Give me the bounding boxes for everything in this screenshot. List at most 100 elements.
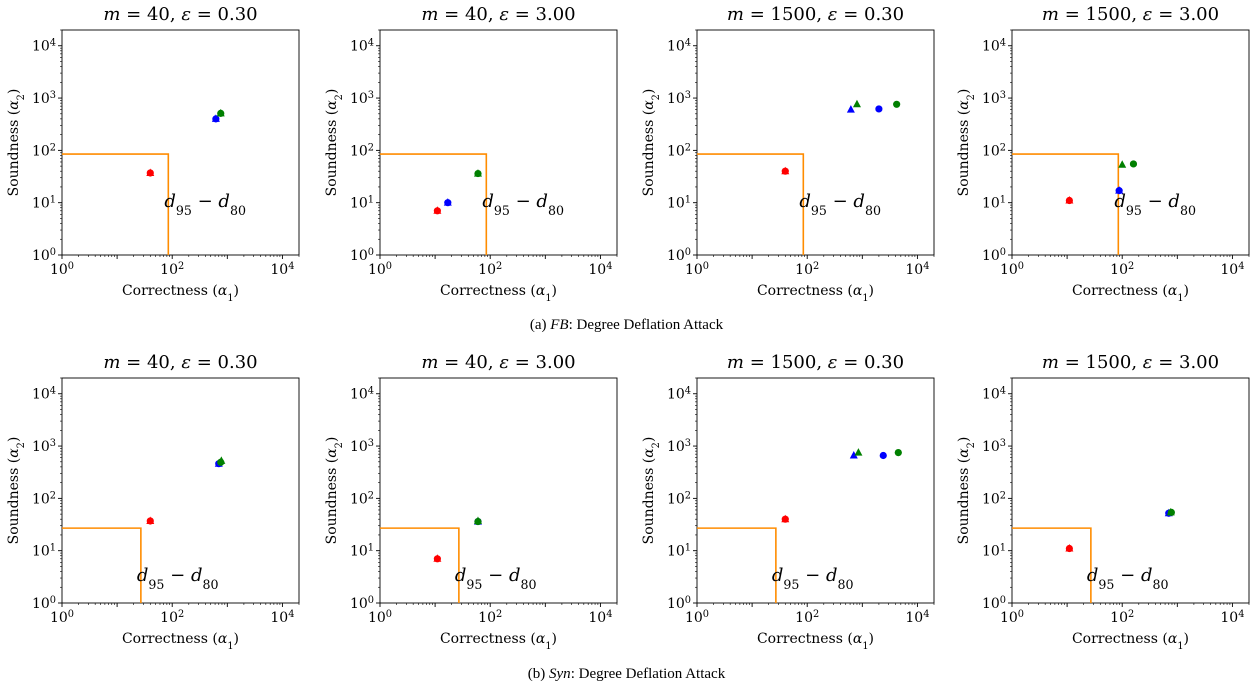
chart-title: m = 1500, ε = 3.00	[1042, 352, 1219, 373]
chart-panel-1: m = 40, ε = 0.30 100 102 104 100 101 102 103 104…	[6, 4, 300, 304]
threshold-label: d95 − d80	[455, 565, 537, 592]
caption-b-suffix: : Degree Deflation Attack	[570, 666, 726, 682]
y-tick-label: 101	[32, 194, 56, 212]
x-tick-label: 102	[160, 609, 184, 627]
y-axis-label: Soundness (α2)	[6, 437, 27, 545]
y-tick-label: 103	[350, 438, 374, 456]
x-tick-label: 104	[1220, 261, 1244, 279]
x-axis-label: Correctness (α1)	[1072, 631, 1189, 652]
plot-frame	[1011, 29, 1250, 256]
y-axis-label: Soundness (α2)	[956, 437, 977, 545]
y-tick-label: 103	[32, 90, 56, 108]
caption-b-prefix: (b)	[527, 666, 550, 682]
chart-panel-2: m = 40, ε = 3.00 100 102 104 100 101 102 103 104…	[324, 4, 618, 304]
caption-row-a: (a) FB: Degree Deflation Attack	[0, 317, 1253, 334]
y-tick-label: 100	[982, 247, 1006, 265]
chart-panel-4: m = 1500, ε = 3.00 100 102 104 100 101 102 103 1…	[956, 4, 1250, 304]
y-tick-label: 102	[32, 490, 56, 508]
data-point-circle	[433, 555, 441, 563]
y-tick-label: 102	[350, 142, 374, 160]
y-tick-label: 103	[32, 438, 56, 456]
x-tick-label: 102	[478, 261, 502, 279]
y-tick-label: 104	[982, 37, 1006, 55]
chart-title: m = 40, ε = 3.00	[421, 352, 575, 373]
chart-panel-8: m = 1500, ε = 3.00 100 102 104 100 101 102 103 1…	[956, 352, 1250, 652]
x-tick-label: 102	[160, 261, 184, 279]
y-tick-label: 101	[667, 194, 691, 212]
threshold-label: d95 − d80	[799, 191, 881, 218]
x-tick-label: 100	[50, 609, 74, 627]
data-point-triangle	[1118, 160, 1127, 168]
x-axis-label: Correctness (α1)	[1072, 283, 1189, 304]
data-point-triangle	[852, 99, 861, 108]
data-point-triangle	[854, 448, 863, 456]
data-point-circle	[894, 448, 902, 457]
y-axis-label: Soundness (α2)	[6, 89, 27, 197]
y-axis-label: Soundness (α2)	[641, 89, 662, 197]
y-tick-label: 104	[667, 385, 691, 403]
y-tick-label: 103	[667, 90, 691, 108]
chart-panel-7: m = 1500, ε = 0.30 100 102 104 100 101 102 103 1…	[641, 352, 935, 652]
chart-panel-5: m = 40, ε = 0.30 100 102 104 100 101 102 103 104…	[6, 352, 300, 652]
caption-a-suffix: : Degree Deflation Attack	[568, 317, 724, 333]
data-point-circle	[474, 169, 482, 178]
y-tick-label: 104	[667, 37, 691, 55]
x-axis-label: Correctness (α1)	[440, 283, 557, 304]
plot-frame	[61, 377, 300, 604]
threshold-line	[62, 153, 170, 255]
data-point-circle	[146, 169, 154, 177]
y-tick-label: 101	[32, 542, 56, 560]
x-axis-label: Correctness (α1)	[122, 283, 239, 304]
threshold-label: d95 − d80	[164, 191, 246, 218]
x-tick-label: 102	[795, 261, 819, 279]
y-tick-label: 100	[32, 595, 56, 613]
data-point-circle	[875, 105, 883, 113]
data-point-triangle	[846, 105, 855, 113]
x-tick-label: 100	[685, 261, 709, 279]
plot-frame	[379, 377, 618, 604]
threshold-label: d95 − d80	[137, 565, 219, 592]
y-tick-label: 101	[350, 542, 374, 560]
data-point-circle	[146, 517, 154, 525]
x-tick-label: 104	[270, 609, 294, 627]
x-tick-label: 100	[685, 609, 709, 627]
x-tick-label: 104	[905, 261, 929, 279]
x-axis-label: Correctness (α1)	[757, 631, 874, 652]
x-tick-label: 100	[368, 609, 392, 627]
chart-title: m = 40, ε = 0.30	[103, 4, 257, 25]
data-point-circle	[1167, 508, 1175, 516]
y-tick-label: 101	[982, 194, 1006, 212]
x-axis-label: Correctness (α1)	[440, 631, 557, 652]
caption-row-b: (b) Syn: Degree Deflation Attack	[0, 666, 1253, 683]
x-axis-label: Correctness (α1)	[122, 631, 239, 652]
y-tick-label: 102	[667, 142, 691, 160]
y-tick-label: 101	[350, 194, 374, 212]
x-tick-label: 104	[1220, 609, 1244, 627]
x-tick-label: 104	[588, 261, 612, 279]
y-tick-label: 100	[982, 595, 1006, 613]
threshold-line	[380, 153, 488, 255]
y-tick-label: 100	[32, 247, 56, 265]
chart-title: m = 1500, ε = 0.30	[727, 4, 904, 25]
y-tick-label: 100	[667, 595, 691, 613]
y-tick-label: 104	[350, 37, 374, 55]
data-point-circle	[1065, 196, 1073, 205]
x-tick-label: 102	[478, 609, 502, 627]
x-tick-label: 100	[1000, 261, 1024, 279]
y-tick-label: 103	[350, 90, 374, 108]
y-tick-label: 101	[667, 542, 691, 560]
plot-frame	[379, 29, 618, 256]
y-tick-label: 102	[982, 490, 1006, 508]
threshold-line	[1012, 527, 1092, 603]
data-point-triangle	[849, 451, 858, 459]
data-point-circle	[1115, 187, 1123, 195]
threshold-line	[1012, 153, 1120, 255]
data-point-circle	[212, 115, 220, 123]
threshold-line	[697, 153, 805, 255]
chart-title: m = 1500, ε = 0.30	[727, 352, 904, 373]
y-tick-label: 103	[667, 438, 691, 456]
data-point-circle	[1065, 544, 1073, 553]
caption-a-dataset: FB	[550, 317, 569, 333]
plot-frame	[1011, 377, 1250, 604]
